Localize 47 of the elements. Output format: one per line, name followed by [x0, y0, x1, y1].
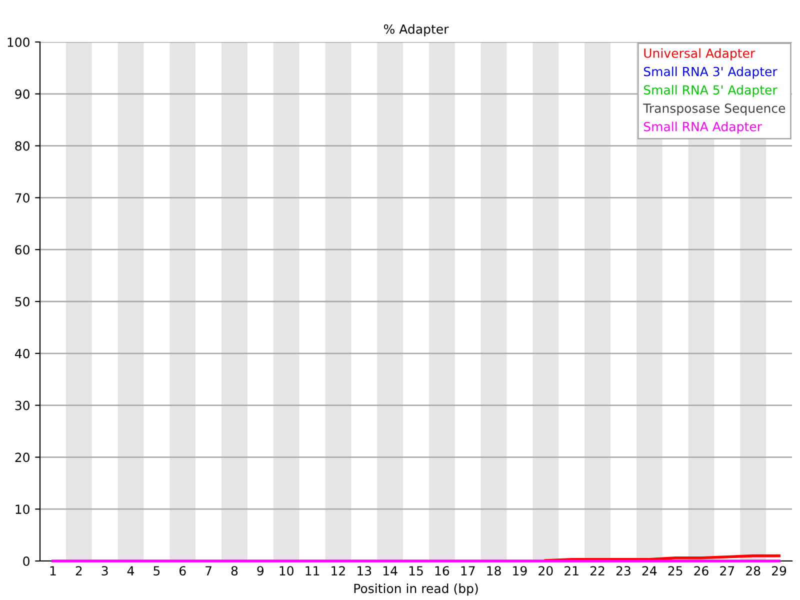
- y-tick-label: 80: [15, 141, 30, 151]
- x-tick-label: 2: [76, 566, 82, 576]
- x-tick-label: 5: [154, 566, 160, 576]
- x-tick-label: 3: [102, 566, 108, 576]
- text: Small RNA Adapter: [644, 122, 762, 134]
- x-tick-label: 8: [231, 566, 238, 576]
- x-tick-label: 20: [538, 566, 553, 576]
- x-tick-label: 17: [461, 566, 475, 576]
- text: Universal Adapter: [644, 48, 756, 60]
- x-tick-label: 26: [694, 566, 708, 576]
- y-tick-label: 40: [14, 348, 30, 358]
- y-tick-label: 50: [15, 296, 30, 306]
- x-tick-label: 22: [590, 566, 604, 576]
- chart-title: % Adapter: [384, 24, 449, 36]
- x-tick-label: 21: [564, 566, 578, 576]
- x-tick-label: 19: [513, 566, 527, 576]
- x-tick-label: 4: [127, 566, 134, 576]
- x-tick-label: 12: [332, 566, 345, 576]
- x-tick-label: 28: [746, 566, 760, 576]
- y-tick-label: 20: [15, 452, 30, 462]
- y-tick-label: 10: [16, 504, 30, 514]
- x-tick-label: 25: [668, 566, 682, 576]
- legend-label: Small RNA 3' Adapter: [644, 66, 778, 79]
- x-tick-label: 7: [206, 566, 212, 576]
- x-tick-label: 6: [180, 566, 186, 576]
- y-tick-label: 30: [15, 400, 30, 410]
- x-tick-label: 1: [50, 566, 56, 576]
- x-tick-label: 18: [487, 566, 501, 576]
- x-tick-label: 11: [306, 566, 320, 576]
- y-tick-label: 100: [8, 37, 30, 47]
- x-tick-label: 14: [383, 566, 398, 576]
- x-tick-label: 29: [772, 566, 786, 576]
- y-tick-label: 70: [15, 193, 30, 203]
- legend-label: Transposase Sequence: [643, 104, 786, 116]
- x-tick-label: 15: [409, 566, 423, 576]
- x-tick-label: 16: [435, 566, 450, 576]
- legend-label: Small RNA 5' Adapter: [644, 84, 778, 98]
- x-axis-title: Position in read (bp): [354, 584, 478, 596]
- x-tick-label: 9: [257, 566, 264, 576]
- x-tick-label: 27: [720, 566, 734, 576]
- x-tick-label: 13: [358, 566, 372, 576]
- y-tick-label: 0: [23, 556, 30, 566]
- x-tick-label: 24: [642, 566, 657, 576]
- x-tick-label: 10: [280, 566, 294, 576]
- x-tick-label: 23: [616, 566, 630, 576]
- y-tick-label: 60: [15, 245, 30, 255]
- y-tick-label: 90: [15, 89, 30, 99]
